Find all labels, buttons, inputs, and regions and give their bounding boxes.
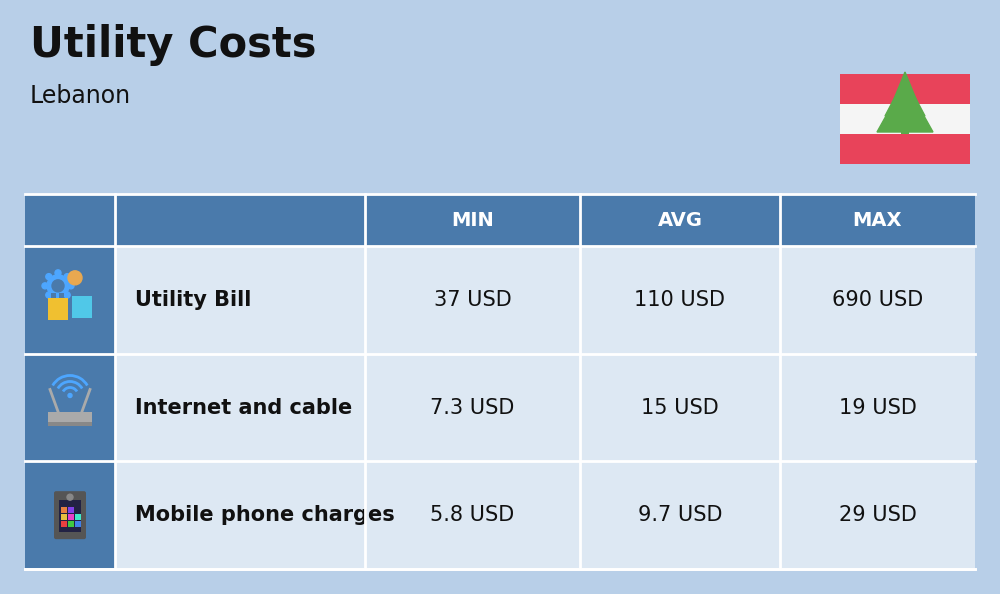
Bar bbox=[51, 293, 56, 298]
Bar bbox=[68, 514, 74, 520]
Text: Lebanon: Lebanon bbox=[30, 84, 131, 108]
Text: 19 USD: 19 USD bbox=[839, 397, 916, 418]
Text: AVG: AVG bbox=[658, 210, 702, 229]
Bar bbox=[75, 514, 81, 520]
Text: 7.3 USD: 7.3 USD bbox=[430, 397, 515, 418]
Polygon shape bbox=[892, 72, 918, 104]
Circle shape bbox=[68, 271, 82, 285]
Circle shape bbox=[55, 296, 61, 302]
Text: Utility Costs: Utility Costs bbox=[30, 24, 316, 66]
Text: 15 USD: 15 USD bbox=[641, 397, 719, 418]
FancyBboxPatch shape bbox=[59, 500, 81, 532]
Bar bbox=[59, 293, 64, 298]
Circle shape bbox=[68, 393, 72, 397]
Bar bbox=[72, 296, 92, 318]
FancyBboxPatch shape bbox=[54, 491, 86, 539]
Bar bbox=[25, 194, 975, 246]
Text: Utility Bill: Utility Bill bbox=[135, 290, 251, 310]
Text: 9.7 USD: 9.7 USD bbox=[638, 505, 722, 525]
Bar bbox=[901, 126, 909, 134]
Text: Mobile phone charges: Mobile phone charges bbox=[135, 505, 395, 525]
Circle shape bbox=[52, 280, 64, 292]
Bar bbox=[840, 134, 970, 164]
Bar bbox=[25, 462, 115, 569]
Bar bbox=[48, 422, 92, 425]
Bar bbox=[25, 246, 115, 353]
Text: 29 USD: 29 USD bbox=[839, 505, 916, 525]
Text: 690 USD: 690 USD bbox=[832, 290, 923, 310]
Bar bbox=[25, 353, 115, 462]
Circle shape bbox=[64, 274, 70, 280]
Circle shape bbox=[67, 494, 73, 500]
Text: 37 USD: 37 USD bbox=[434, 290, 511, 310]
Text: 110 USD: 110 USD bbox=[635, 290, 726, 310]
Bar bbox=[68, 521, 74, 527]
Bar bbox=[840, 74, 970, 164]
Bar bbox=[61, 514, 67, 520]
Bar bbox=[68, 507, 74, 513]
Circle shape bbox=[55, 270, 61, 276]
Bar bbox=[75, 521, 81, 527]
Text: MAX: MAX bbox=[853, 210, 902, 229]
Circle shape bbox=[68, 283, 74, 289]
Circle shape bbox=[46, 274, 52, 280]
Polygon shape bbox=[885, 78, 925, 116]
Bar bbox=[25, 246, 975, 353]
Bar bbox=[61, 521, 67, 527]
Circle shape bbox=[64, 292, 70, 298]
Polygon shape bbox=[877, 82, 933, 132]
Bar bbox=[25, 353, 975, 462]
Text: Internet and cable: Internet and cable bbox=[135, 397, 352, 418]
Text: MIN: MIN bbox=[451, 210, 494, 229]
Circle shape bbox=[46, 292, 52, 298]
Bar bbox=[48, 298, 68, 320]
Bar bbox=[25, 462, 975, 569]
Bar bbox=[840, 74, 970, 104]
Bar bbox=[48, 412, 92, 425]
Text: 5.8 USD: 5.8 USD bbox=[430, 505, 515, 525]
Circle shape bbox=[47, 275, 69, 297]
Bar bbox=[61, 507, 67, 513]
Circle shape bbox=[42, 283, 48, 289]
